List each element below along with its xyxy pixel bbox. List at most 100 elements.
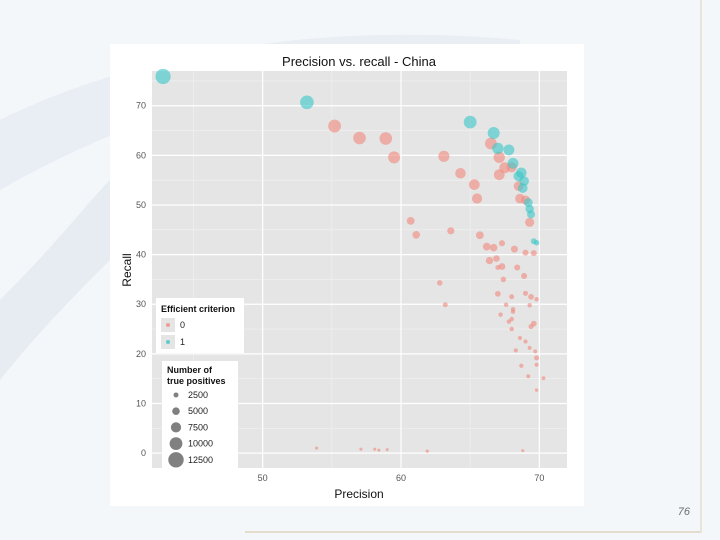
data-point-0 (353, 131, 366, 145)
legend-size-label: 7500 (188, 422, 208, 432)
data-point-1 (517, 183, 528, 193)
slide-footer-line (245, 531, 700, 533)
data-point-0 (527, 345, 532, 350)
data-point-0 (475, 231, 484, 240)
data-point-0 (527, 302, 532, 308)
y-axis-title: Recall (120, 253, 134, 286)
data-points (155, 68, 546, 453)
page-number: 76 (677, 506, 690, 518)
data-point-1 (300, 95, 314, 110)
data-point-0 (315, 446, 319, 450)
data-point-0 (406, 216, 415, 225)
data-point-0 (471, 193, 483, 204)
legend-color-title: Efficient criterion (161, 304, 235, 314)
legend-label-1: 1 (180, 337, 185, 347)
data-point-0 (523, 290, 528, 296)
y-tick-label: 0 (141, 448, 146, 458)
data-point-0 (482, 242, 491, 251)
data-point-1 (463, 115, 477, 129)
data-point-0 (534, 362, 539, 367)
data-point-0 (513, 348, 518, 353)
data-point-0 (514, 264, 521, 271)
data-point-0 (525, 217, 535, 227)
legend-size-key (173, 392, 179, 398)
data-point-0 (412, 230, 421, 239)
data-point-1 (492, 142, 504, 155)
legend-efficient-criterion: Efficient criterion 0 1 (156, 298, 244, 353)
data-point-0 (528, 293, 534, 300)
data-point-0 (522, 249, 529, 256)
data-point-0 (500, 276, 507, 283)
legend-size-key (168, 452, 184, 468)
data-point-0 (534, 297, 539, 302)
y-tick-label: 40 (136, 250, 146, 260)
data-point-0 (494, 290, 501, 297)
data-point-0 (425, 449, 429, 453)
data-point-0 (328, 119, 341, 133)
legend-key-0 (166, 323, 170, 327)
data-point-1 (155, 68, 171, 85)
data-point-0 (447, 227, 455, 235)
x-tick-label: 60 (396, 473, 406, 483)
data-point-1 (527, 210, 536, 219)
data-point-0 (379, 132, 393, 145)
data-point-0 (442, 302, 448, 308)
x-axis-title: Precision (334, 487, 383, 501)
legend-size-entries: 2500 5000 7500 10000 12500 (168, 387, 213, 468)
legend-size-key (170, 422, 182, 433)
data-point-0 (534, 388, 539, 392)
data-point-0 (521, 449, 525, 453)
x-tick-label: 70 (534, 473, 544, 483)
legend-size-label: 10000 (188, 439, 213, 449)
data-point-0 (506, 319, 512, 324)
data-point-0 (523, 339, 528, 344)
y-tick-label: 70 (136, 101, 146, 111)
legend-label-0: 0 (180, 320, 185, 330)
data-point-0 (455, 167, 466, 179)
y-tick-label: 10 (136, 398, 146, 408)
y-tick-label: 20 (136, 349, 146, 359)
data-point-0 (510, 309, 516, 314)
data-point-0 (534, 355, 540, 361)
data-point-0 (489, 243, 498, 252)
x-tick-label: 50 (258, 473, 268, 483)
legend-size-key (169, 437, 183, 450)
legend-size-key (172, 407, 180, 416)
data-point-0 (521, 272, 528, 279)
data-point-0 (541, 376, 546, 381)
data-point-0 (468, 179, 480, 191)
data-point-0 (533, 349, 538, 354)
y-tick-label: 50 (136, 200, 146, 210)
data-point-0 (388, 151, 401, 164)
data-point-0 (509, 326, 514, 332)
data-point-0 (498, 312, 503, 317)
legend-true-positives: Number of true positives 2500 5000 7500 100… (162, 361, 238, 468)
data-point-0 (530, 250, 537, 257)
data-point-0 (493, 255, 500, 262)
data-point-0 (377, 448, 381, 452)
data-point-0 (509, 294, 515, 300)
background-swoosh-lower (0, 180, 110, 380)
legend-size-title-line2: true positives (167, 376, 226, 386)
data-point-1 (503, 144, 515, 156)
legend-key-1 (166, 340, 170, 344)
y-tick-label: 60 (136, 150, 146, 160)
data-point-0 (498, 240, 506, 247)
data-point-0 (493, 151, 505, 164)
data-point-0 (438, 150, 450, 162)
data-point-0 (359, 447, 363, 451)
data-point-0 (526, 374, 531, 379)
data-point-0 (436, 280, 443, 286)
data-point-1 (507, 157, 519, 169)
chart-title: Precision vs. recall - China (282, 54, 437, 69)
slide-edge (700, 0, 702, 533)
y-tick-label: 30 (136, 299, 146, 309)
y-tick-labels: 0 10 20 30 40 50 60 70 (136, 101, 146, 458)
data-point-0 (519, 363, 524, 368)
data-point-0 (485, 256, 494, 265)
x-tick-labels: 50 60 70 (258, 473, 545, 483)
data-point-1 (487, 127, 500, 140)
legend-size-label: 2500 (188, 390, 208, 400)
data-point-0 (495, 265, 501, 271)
